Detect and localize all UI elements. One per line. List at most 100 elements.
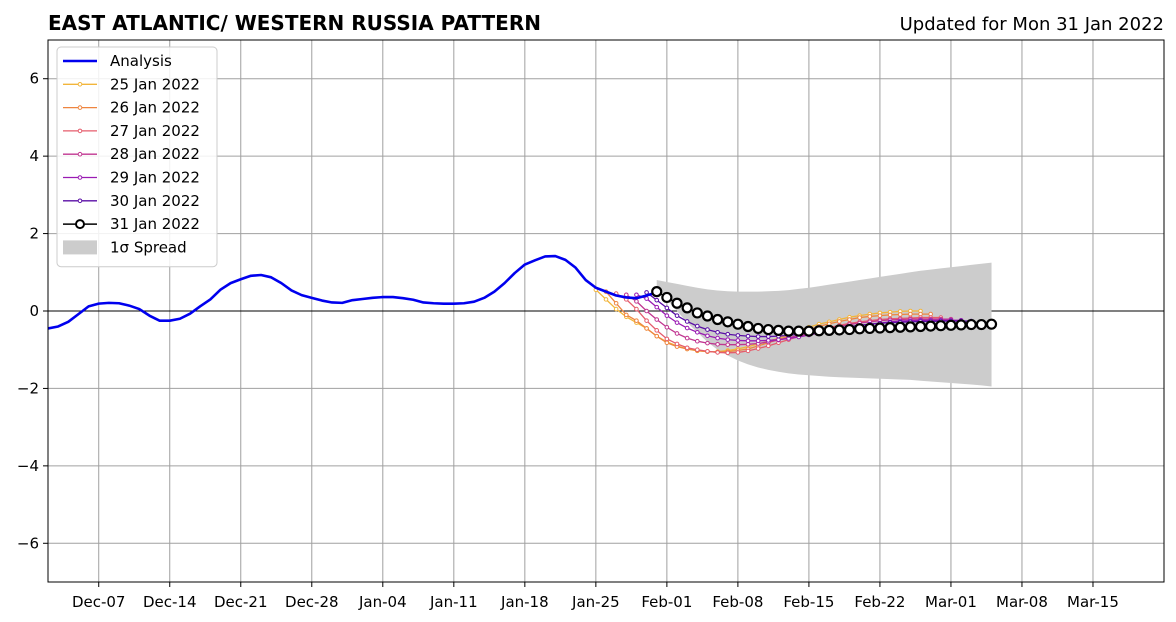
forecast-point bbox=[634, 306, 639, 312]
current-forecast-point bbox=[772, 324, 785, 336]
forecast-point bbox=[684, 325, 690, 331]
legend-marker bbox=[77, 198, 83, 204]
forecast-point bbox=[695, 347, 700, 353]
x-tick-label: Jan-04 bbox=[358, 593, 407, 611]
forecast-point bbox=[857, 315, 862, 320]
x-tick-label: Feb-08 bbox=[712, 593, 763, 611]
legend-label: 30 Jan 2022 bbox=[110, 192, 200, 210]
forecast-point bbox=[654, 333, 660, 339]
forecast-point bbox=[634, 292, 639, 298]
current-forecast-point bbox=[661, 291, 673, 304]
legend-entry: 25 Jan 2022 bbox=[63, 75, 200, 93]
y-tick-label: 0 bbox=[29, 302, 39, 320]
y-tick-label: 6 bbox=[29, 70, 39, 88]
forecast-point bbox=[725, 337, 731, 342]
forecast-point bbox=[634, 318, 639, 323]
legend-entry: 31 Jan 2022 bbox=[63, 215, 200, 233]
forecast-point bbox=[634, 299, 639, 304]
legend-marker bbox=[77, 128, 83, 134]
forecast-point bbox=[847, 317, 852, 322]
forecast-point bbox=[644, 290, 649, 295]
current-forecast-point bbox=[925, 320, 937, 332]
forecast-point bbox=[654, 304, 660, 310]
forecast-point bbox=[755, 334, 761, 339]
legend-label: 27 Jan 2022 bbox=[110, 122, 200, 140]
forecast-point bbox=[908, 311, 913, 317]
x-tick-label: Dec-21 bbox=[214, 593, 268, 611]
forecast-point bbox=[684, 319, 690, 324]
forecast-point bbox=[705, 348, 710, 354]
y-tick-label: −2 bbox=[17, 379, 39, 397]
forecast-point bbox=[705, 333, 710, 339]
forecast-point bbox=[664, 336, 670, 342]
current-forecast-point bbox=[843, 323, 856, 336]
forecast-point bbox=[603, 297, 609, 302]
y-tick-label: 2 bbox=[29, 225, 39, 243]
legend-entry: 26 Jan 2022 bbox=[63, 99, 200, 117]
legend-entry: 27 Jan 2022 bbox=[63, 122, 200, 140]
x-tick-label: Dec-07 bbox=[72, 593, 126, 611]
legend-marker bbox=[77, 151, 83, 157]
forecast-point bbox=[755, 346, 761, 351]
x-tick-label: Dec-14 bbox=[143, 593, 197, 611]
current-forecast-point bbox=[833, 324, 845, 336]
x-tick-label: Mar-01 bbox=[925, 593, 977, 611]
x-tick-label: Feb-01 bbox=[641, 593, 692, 611]
legend-label: 28 Jan 2022 bbox=[110, 145, 200, 163]
forecast-point bbox=[745, 338, 751, 344]
current-forecast-point bbox=[955, 319, 967, 331]
forecast-point bbox=[664, 324, 670, 330]
forecast-point bbox=[644, 308, 649, 314]
current-forecast-point bbox=[681, 302, 693, 314]
forecast-point bbox=[766, 338, 771, 343]
forecast-point bbox=[674, 320, 680, 325]
forecast-point bbox=[695, 323, 700, 329]
legend-box bbox=[56, 46, 218, 268]
current-forecast-point bbox=[854, 323, 866, 335]
analysis-line bbox=[48, 254, 658, 330]
forecast-point bbox=[877, 313, 883, 318]
forecast-point bbox=[613, 306, 619, 312]
forecast-point bbox=[674, 313, 680, 318]
forecast-point bbox=[684, 335, 690, 341]
current-forecast-point bbox=[813, 325, 825, 337]
x-tick-label: Feb-22 bbox=[854, 593, 905, 611]
current-forecast-point bbox=[742, 320, 754, 333]
y-tick-label: 4 bbox=[29, 147, 39, 165]
chart-subtitle: Updated for Mon 31 Jan 2022 bbox=[900, 14, 1164, 35]
current-forecast-point bbox=[762, 323, 774, 336]
legend: Analysis 25 Jan 2022 26 Jan 2022 27 Jan 202… bbox=[56, 46, 218, 268]
forecast-point bbox=[705, 327, 710, 332]
forecast-point bbox=[695, 338, 700, 344]
forecast-point bbox=[755, 338, 761, 344]
forecast-point bbox=[644, 296, 649, 301]
current-forecast-point bbox=[864, 322, 876, 335]
current-forecast-point bbox=[874, 322, 886, 334]
forecast-point bbox=[695, 329, 700, 335]
forecast-point bbox=[867, 314, 873, 319]
forecast-point bbox=[766, 334, 771, 339]
forecast-point bbox=[887, 312, 893, 318]
current-forecast-point bbox=[985, 318, 998, 330]
legend-entry: 28 Jan 2022 bbox=[63, 145, 200, 163]
current-forecast-point bbox=[914, 320, 927, 333]
forecast-point bbox=[664, 305, 670, 311]
forecast-point bbox=[644, 326, 649, 331]
forecast-point bbox=[715, 329, 720, 335]
forecast-point bbox=[705, 340, 710, 346]
legend-entry: 30 Jan 2022 bbox=[63, 192, 200, 210]
legend-entry: 29 Jan 2022 bbox=[63, 169, 200, 187]
forecast-point bbox=[725, 331, 731, 337]
forecast-point bbox=[745, 333, 751, 339]
forecast-point bbox=[897, 312, 903, 317]
series-group bbox=[48, 254, 998, 387]
forecast-point bbox=[674, 331, 680, 336]
legend-label: 25 Jan 2022 bbox=[110, 75, 200, 93]
chart-title: EAST ATLANTIC/ WESTERN RUSSIA PATTERN bbox=[48, 11, 541, 35]
forecast-point bbox=[735, 342, 741, 347]
forecast-point bbox=[735, 333, 741, 338]
legend-label: 31 Jan 2022 bbox=[110, 215, 200, 233]
forecast-point bbox=[745, 348, 751, 354]
forecast-point bbox=[735, 338, 741, 343]
forecast-point bbox=[654, 297, 660, 303]
